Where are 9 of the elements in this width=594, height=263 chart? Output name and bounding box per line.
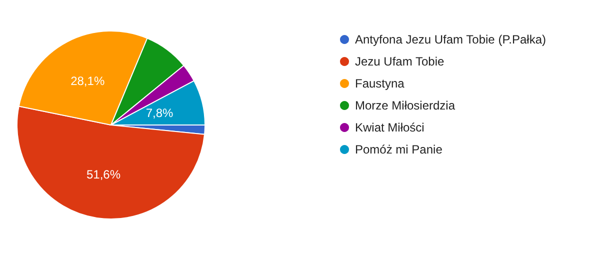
legend-label: Morze Miłosierdzia xyxy=(355,98,456,112)
legend-label: Antyfona Jezu Ufam Tobie (P.Pałka) xyxy=(355,32,546,46)
data-label: 7,8% xyxy=(146,106,174,120)
data-label: 28,1% xyxy=(70,74,105,88)
legend-label: Jezu Ufam Tobie xyxy=(355,54,444,68)
legend-label: Faustyna xyxy=(355,76,405,90)
data-label: 51,6% xyxy=(86,167,121,182)
legend-label: Kwiat Miłości xyxy=(355,120,424,134)
legend-label: Pomóż mi Panie xyxy=(355,142,443,156)
